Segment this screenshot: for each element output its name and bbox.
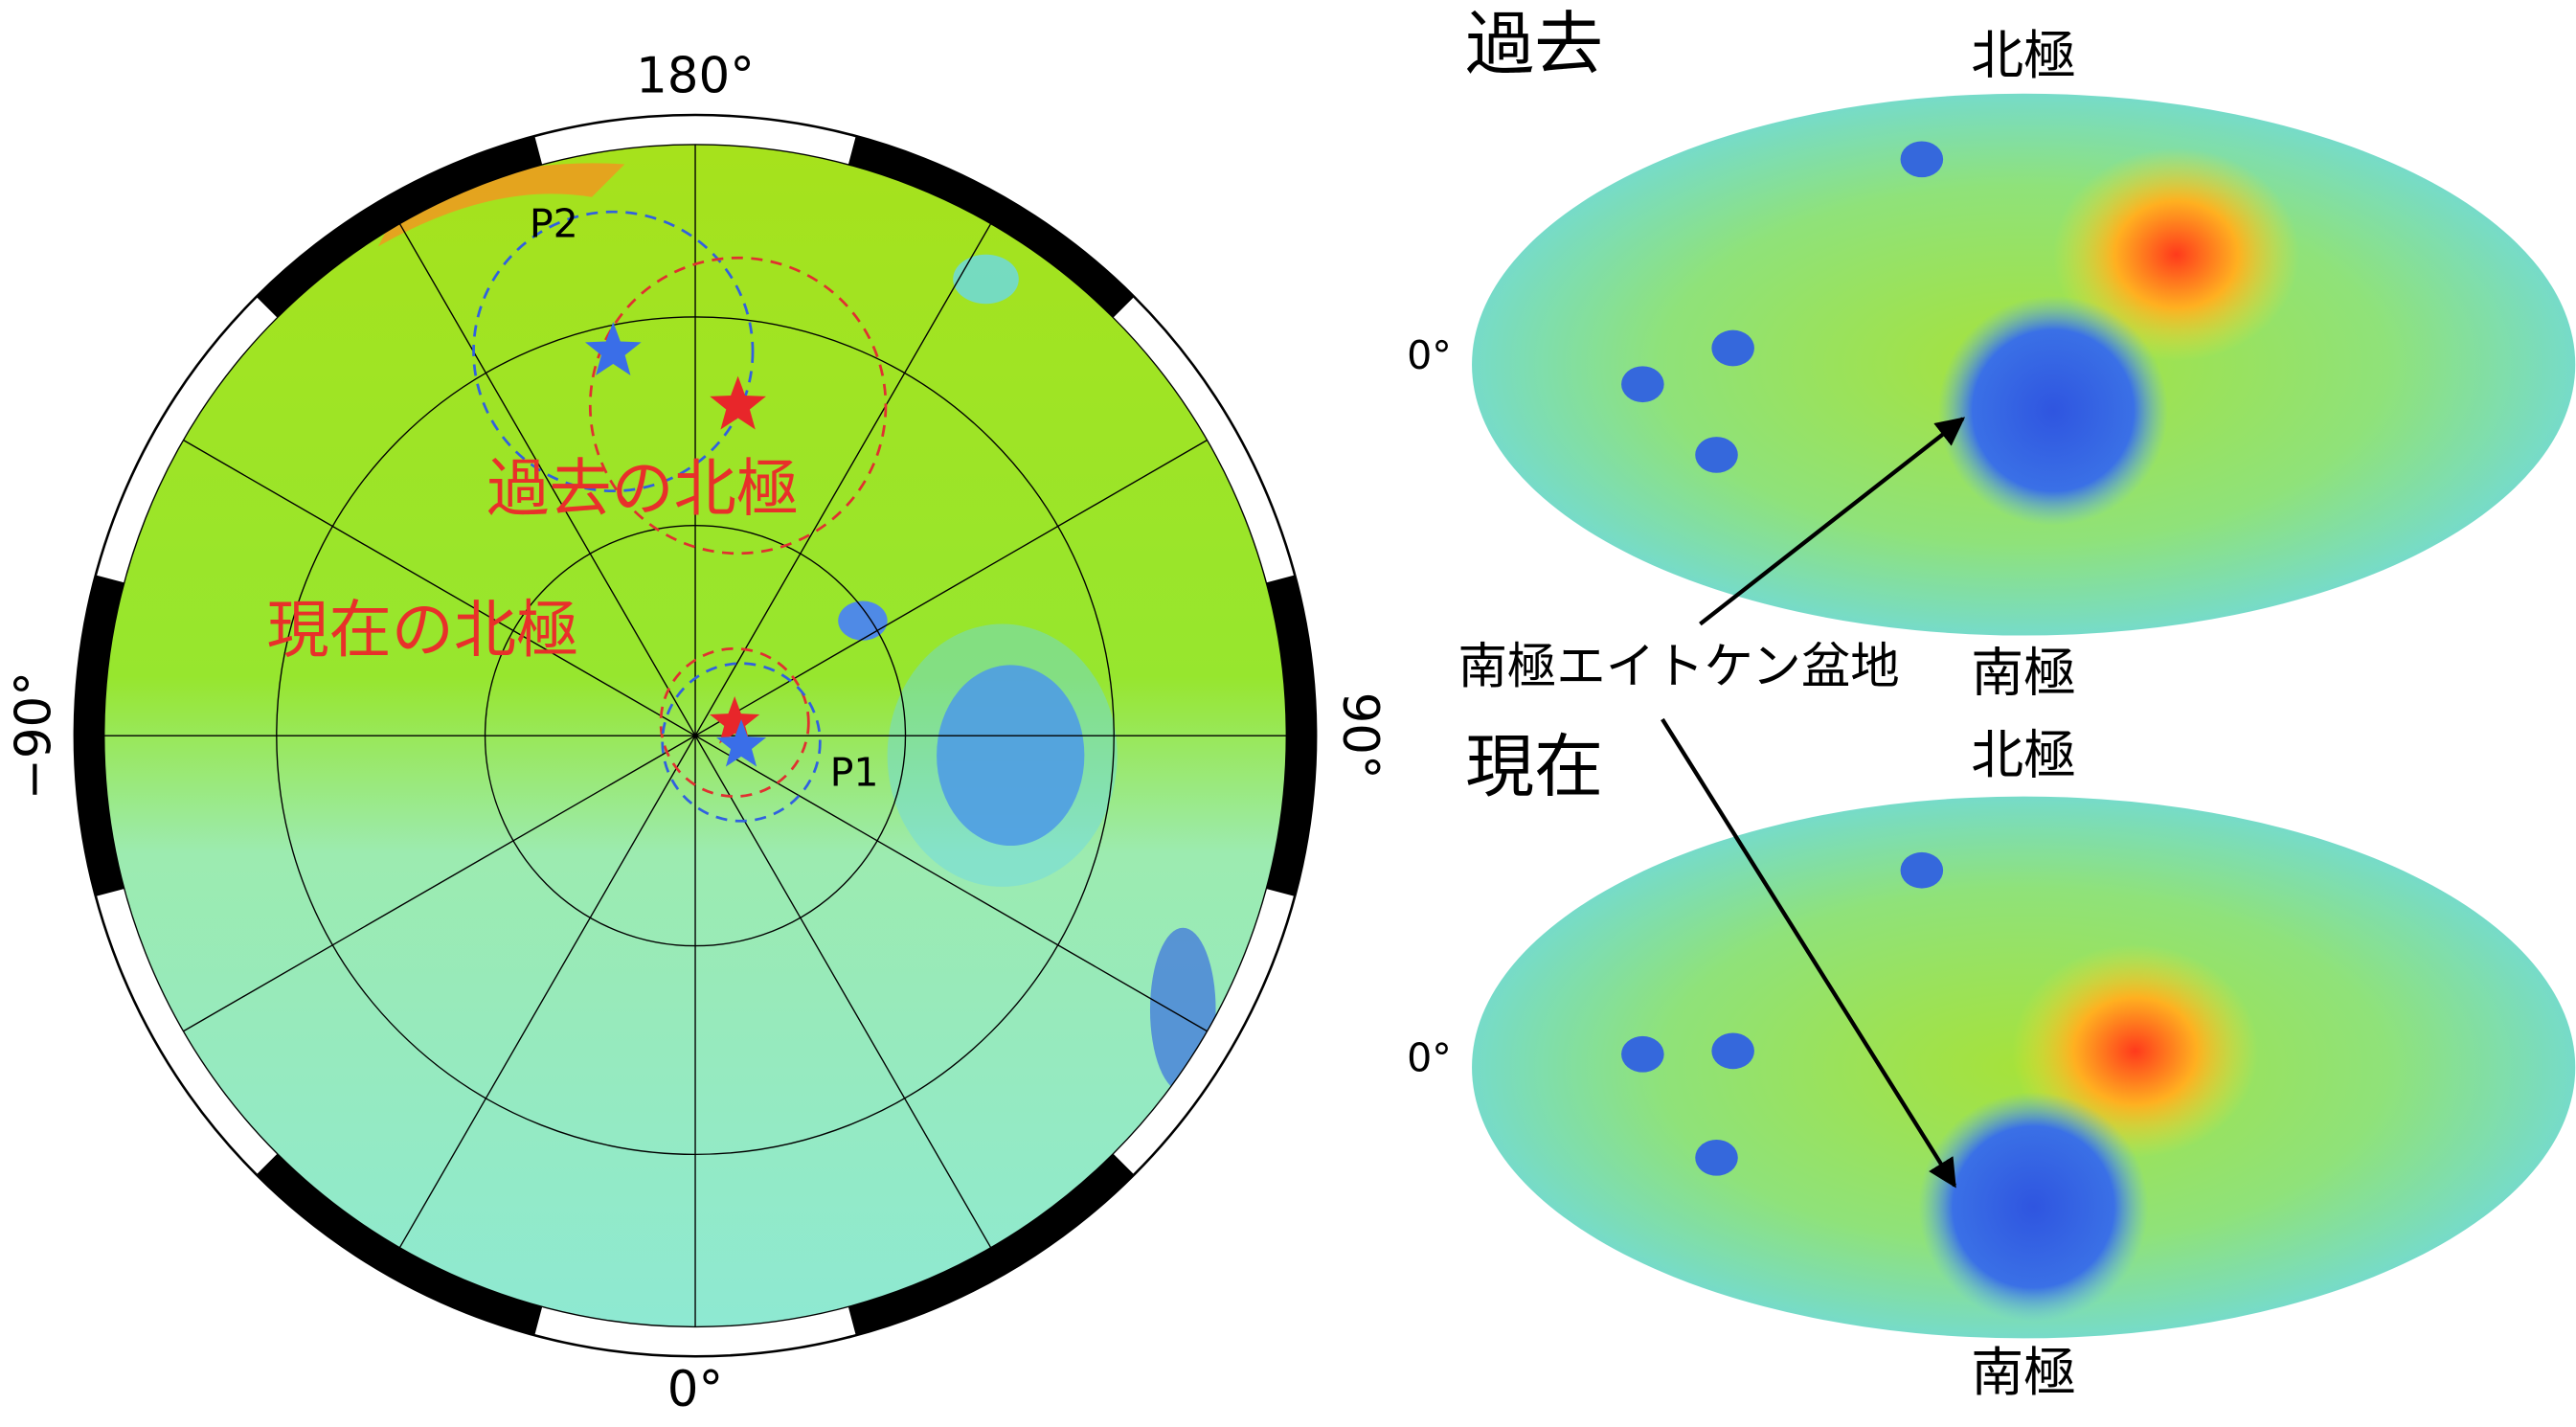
p1-circle	[661, 662, 822, 823]
ring-segment	[1266, 575, 1317, 896]
surface	[378, 163, 1216, 1093]
lon-label: 90°	[1331, 692, 1389, 780]
crater	[937, 665, 1085, 847]
basin	[1937, 295, 2169, 526]
p2-circle	[472, 210, 755, 493]
meridian	[694, 735, 1208, 1032]
lon-label: 0°	[1407, 332, 1452, 378]
highland	[2053, 147, 2300, 362]
crater	[953, 254, 1019, 305]
arrow	[1699, 417, 1966, 626]
pole-label: 過去の北極	[486, 453, 799, 525]
crater	[1900, 851, 1944, 889]
stars	[584, 322, 767, 767]
highland	[378, 163, 625, 247]
past-circle	[588, 256, 888, 555]
pole-label: 現在の北極	[267, 595, 579, 667]
pole-label: 南極	[1971, 1342, 2076, 1403]
meridian	[694, 439, 1208, 736]
crater	[1695, 1139, 1738, 1176]
point-label: P2	[530, 201, 578, 247]
meridian	[398, 735, 696, 1249]
crater	[887, 623, 1118, 887]
point-label: P1	[830, 749, 879, 795]
pole-label: 北極	[1971, 724, 2076, 785]
lon-label: 0°	[667, 1361, 723, 1418]
crater	[1621, 1035, 1664, 1073]
crater	[1695, 437, 1738, 473]
star	[710, 375, 766, 430]
polar-map: 180° 0° −90° 90° P2 P1 過去の北極 現在の北極	[5, 47, 1389, 1418]
arrow	[1661, 717, 1956, 1189]
pole-label: 南極	[1971, 643, 2076, 704]
lon-label: 0°	[1407, 1035, 1452, 1081]
crater	[1711, 1032, 1754, 1070]
present-circle	[659, 646, 810, 798]
graticule	[103, 144, 1287, 1328]
map-title: 過去	[1465, 4, 1603, 84]
crater	[838, 600, 888, 641]
crater	[1900, 141, 1944, 178]
meridian	[183, 735, 696, 1032]
map-title: 現在	[1465, 726, 1603, 806]
basin	[1918, 1092, 2149, 1323]
star	[710, 695, 760, 744]
star	[715, 719, 767, 767]
meridian	[398, 223, 696, 736]
star	[584, 322, 642, 375]
basin-label: 南極エイトケン盆地	[1457, 639, 1899, 696]
ring-segment	[74, 575, 124, 896]
crater	[1711, 329, 1754, 367]
lon-label: −90°	[5, 671, 62, 800]
crater	[1621, 366, 1664, 403]
lon-label: 180°	[636, 47, 755, 104]
pole-label: 北極	[1971, 25, 2076, 86]
meridian	[183, 439, 696, 736]
